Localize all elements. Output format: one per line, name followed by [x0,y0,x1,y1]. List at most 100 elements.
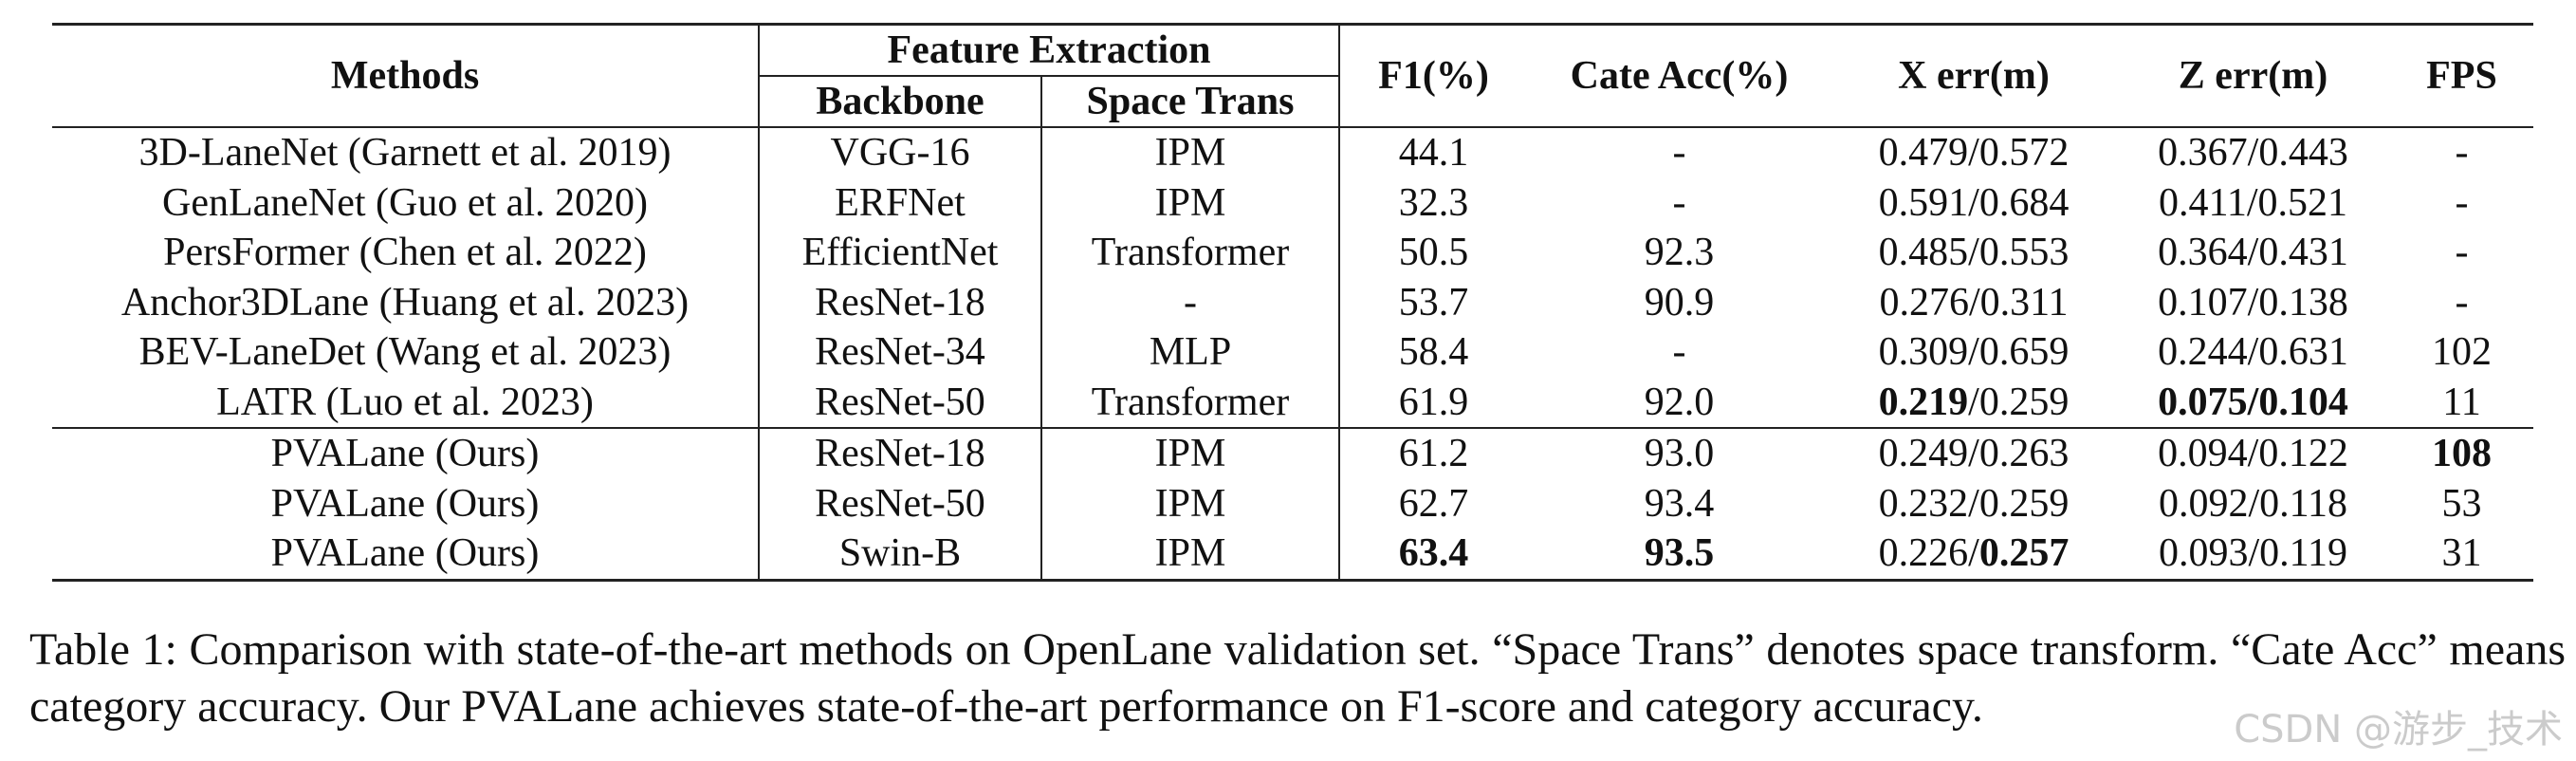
table-cell: Swin-B [759,529,1042,580]
cell-segment: 93.5 [1644,531,1715,576]
header-cell: Space Trans [1041,76,1340,127]
cell-segment: /0.259 [1968,380,2070,424]
header-cell: X err(m) [1898,54,2050,98]
table-cell: 0.479/0.572 [1878,131,2070,176]
table-cell: ResNet-18 [759,277,1042,327]
table-cell: 63.4 [1339,529,1527,580]
table-cell: 3D-LaneNet (Garnett et al. 2019) [52,127,760,178]
table-cell: 0.276/0.311 [1879,280,2069,325]
cell-segment: 0.075/0.104 [2158,380,2348,424]
table-cell: IPM [1041,529,1340,580]
table-cell: 0.591/0.684 [1878,180,2070,225]
table-cell: 0.226/0.257 [1831,529,2116,580]
cell-segment: 108 [2432,432,2492,476]
table-cell: 93.5 [1527,529,1831,580]
cell-segment: 0.219 [1878,380,1969,424]
table-cell: 0.093/0.119 [2158,531,2348,576]
table-cell: MLP [1041,327,1340,378]
header-cell: FPS [2426,54,2497,98]
table-cell: 11 [2442,380,2481,424]
table-cell: - [2455,131,2469,176]
table-row: BEV-LaneDet (Wang et al. 2023) ResNet-34 M… [52,327,2533,378]
table-cell: 0.249/0.263 [1831,427,2116,479]
table-cell: IPM [1041,127,1340,178]
table-row: 3D-LaneNet (Garnett et al. 2019) VGG-16 IP… [52,127,2533,178]
results-table: Methods Feature Extraction F1(%) Cate Ac… [52,23,2533,582]
table-cell: 0.364/0.431 [2158,231,2348,275]
table-cell: PersFormer (Chen et al. 2022) [52,228,760,278]
table-cell: - [2455,280,2469,325]
table-body: 3D-LaneNet (Garnett et al. 2019) VGG-16 IP… [52,127,2533,580]
table-head: Methods Feature Extraction F1(%) Cate Ac… [52,24,2533,127]
table-cell: EfficientNet [759,228,1042,278]
table-cell: GenLaneNet (Guo et al. 2020) [52,177,760,228]
table-cell: - [1672,180,1686,225]
table-cell: 0.367/0.443 [2158,131,2348,176]
table-cell: 44.1 [1398,131,1469,176]
header-row: Methods Feature Extraction F1(%) Cate Ac… [52,24,2533,127]
table-cell: - [2455,231,2469,275]
table-cell: Transformer [1041,377,1340,428]
header-cell: F1(%) [1378,54,1489,98]
header-row: Backbone Space Trans [52,76,2533,127]
table-cell: 92.3 [1644,231,1715,275]
table-cell: 108 [2390,427,2533,479]
table-cell: 90.9 [1644,280,1715,325]
table-cell: 102 [2432,330,2492,375]
table-cell: VGG-16 [759,127,1042,178]
table-cell: 50.5 [1398,231,1469,275]
table-cell: ResNet-34 [759,327,1042,378]
table-cell: Transformer [1041,228,1340,278]
cell-segment: 63.4 [1398,531,1469,576]
table-row: PVALane (Ours) Swin-B IPM 63.4 93.5 0.226/0.2… [52,529,2533,580]
table-cell: Anchor3DLane (Huang et al. 2023) [52,277,760,327]
table-row: GenLaneNet (Guo et al. 2020) ERFNet IPM 32.… [52,177,2533,228]
table-cell: 0.094/0.122 [2116,427,2390,479]
table-cell: 62.7 [1398,481,1469,526]
table-row: PersFormer (Chen et al. 2022) EfficientNe… [52,228,2533,278]
table-cell: 0.232/0.259 [1878,481,2070,526]
caption: Table 1: Comparison with state-of-the-ar… [29,624,2566,732]
header-cell: Methods [52,24,760,127]
table-cell: 61.2 [1339,427,1527,479]
header-cell: Z err(m) [2178,54,2328,98]
table-cell: ResNet-18 [759,427,1042,479]
table-cell: 0.107/0.138 [2158,280,2348,325]
table-row: Anchor3DLane (Huang et al. 2023) ResNet-1… [52,277,2533,327]
header-cell: Cate Acc(%) [1570,54,1789,98]
table-row: PVALane (Ours) ResNet-18 IPM 61.2 93.0 0.249/… [52,427,2533,479]
watermark: CSDN @游步_技术 [2234,708,2563,752]
table-cell: 31 [2441,531,2482,576]
table-cell: ERFNet [759,177,1042,228]
table-cell: 93.4 [1644,481,1715,526]
cell-segment: 0.226/ [1878,531,1979,576]
table-cell: 0.309/0.659 [1878,330,2070,375]
table-cell: 0.485/0.553 [1878,231,2070,275]
table-cell: ResNet-50 [759,377,1042,428]
table-cell: 58.4 [1398,330,1469,375]
table-row: LATR (Luo et al. 2023) ResNet-50 Transform… [52,377,2533,429]
table-cell: 93.0 [1527,427,1831,479]
table-cell: 0.075/0.104 [2116,378,2390,429]
table-cell: 32.3 [1398,180,1469,225]
table-cell: ResNet-50 [759,478,1042,529]
table-cell: - [1041,277,1340,327]
table-cell: 0.411/0.521 [2158,180,2348,225]
table-cell: PVALane (Ours) [52,529,760,580]
table-cell: IPM [1041,427,1340,479]
table-cell: 53.7 [1398,280,1469,325]
table-cell: BEV-LaneDet (Wang et al. 2023) [52,327,760,378]
table-cell: IPM [1041,177,1340,228]
header-cell: Feature Extraction [759,24,1340,77]
table-row: PVALane (Ours) ResNet-50 IPM 62.7 93.4 0.232/… [52,478,2533,529]
table-cell: - [1672,131,1686,176]
header-cell: Backbone [759,76,1042,127]
table-cell: PVALane (Ours) [52,427,760,479]
table-cell: 92.0 [1644,380,1715,424]
table-cell: - [1672,330,1686,375]
table-cell: 0.244/0.631 [2158,330,2348,375]
cell-segment: 0.257 [1978,531,2070,576]
table-cell: 61.9 [1398,380,1469,424]
table-cell: - [2455,180,2469,225]
